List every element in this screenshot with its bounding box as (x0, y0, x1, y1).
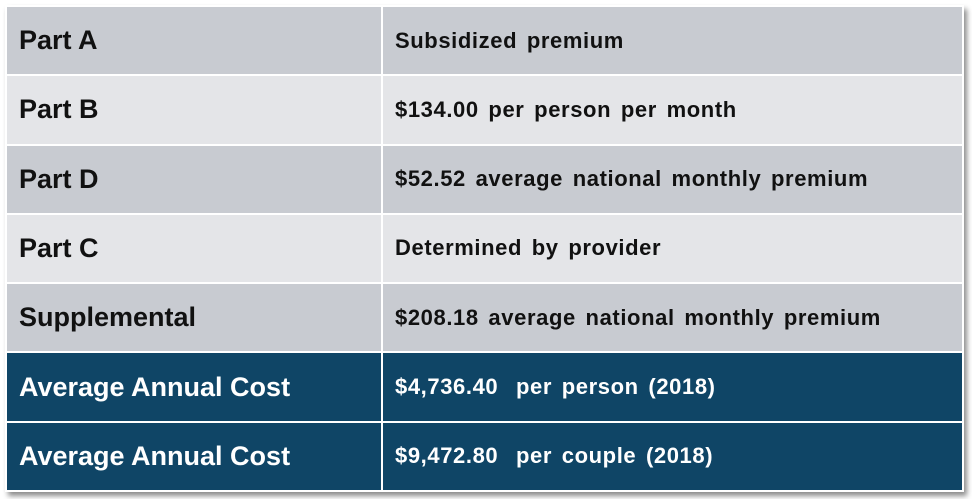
total-detail: per couple (2018) (516, 443, 714, 469)
table-row-total-couple: Average Annual Cost $9,472.80 per couple… (5, 420, 964, 493)
row-value: Subsidized premium (381, 4, 964, 77)
row-label: Part A (5, 4, 383, 77)
total-label: Average Annual Cost (5, 420, 383, 493)
table-row-supplemental: Supplemental $208.18 average national mo… (5, 282, 964, 354)
row-label: Part D (5, 143, 383, 215)
table-row-part-c: Part C Determined by provider (5, 212, 964, 285)
total-amount: $4,736.40 (395, 374, 499, 400)
table-row-part-b: Part B $134.00 per person per month (5, 74, 964, 146)
total-amount: $9,472.80 (395, 443, 499, 469)
total-value: $4,736.40 per person (2018) (381, 351, 964, 423)
row-label: Part B (5, 74, 383, 146)
total-value: $9,472.80 per couple (2018) (381, 420, 964, 493)
total-detail: per person (2018) (516, 374, 716, 400)
table-row-part-a: Part A Subsidized premium (5, 4, 964, 77)
total-label: Average Annual Cost (5, 351, 383, 423)
medicare-cost-table-container: Part A Subsidized premium Part B $134.00… (5, 4, 964, 493)
row-value: $52.52 average national monthly premium (381, 143, 964, 215)
table-row-part-d: Part D $52.52 average national monthly p… (5, 143, 964, 215)
row-label: Supplemental (5, 282, 383, 354)
row-value: $134.00 per person per month (381, 74, 964, 146)
row-value: Determined by provider (381, 212, 964, 285)
medicare-cost-table: Part A Subsidized premium Part B $134.00… (5, 4, 964, 493)
table-row-total-person: Average Annual Cost $4,736.40 per person… (5, 351, 964, 423)
row-value: $208.18 average national monthly premium (381, 282, 964, 354)
row-label: Part C (5, 212, 383, 285)
